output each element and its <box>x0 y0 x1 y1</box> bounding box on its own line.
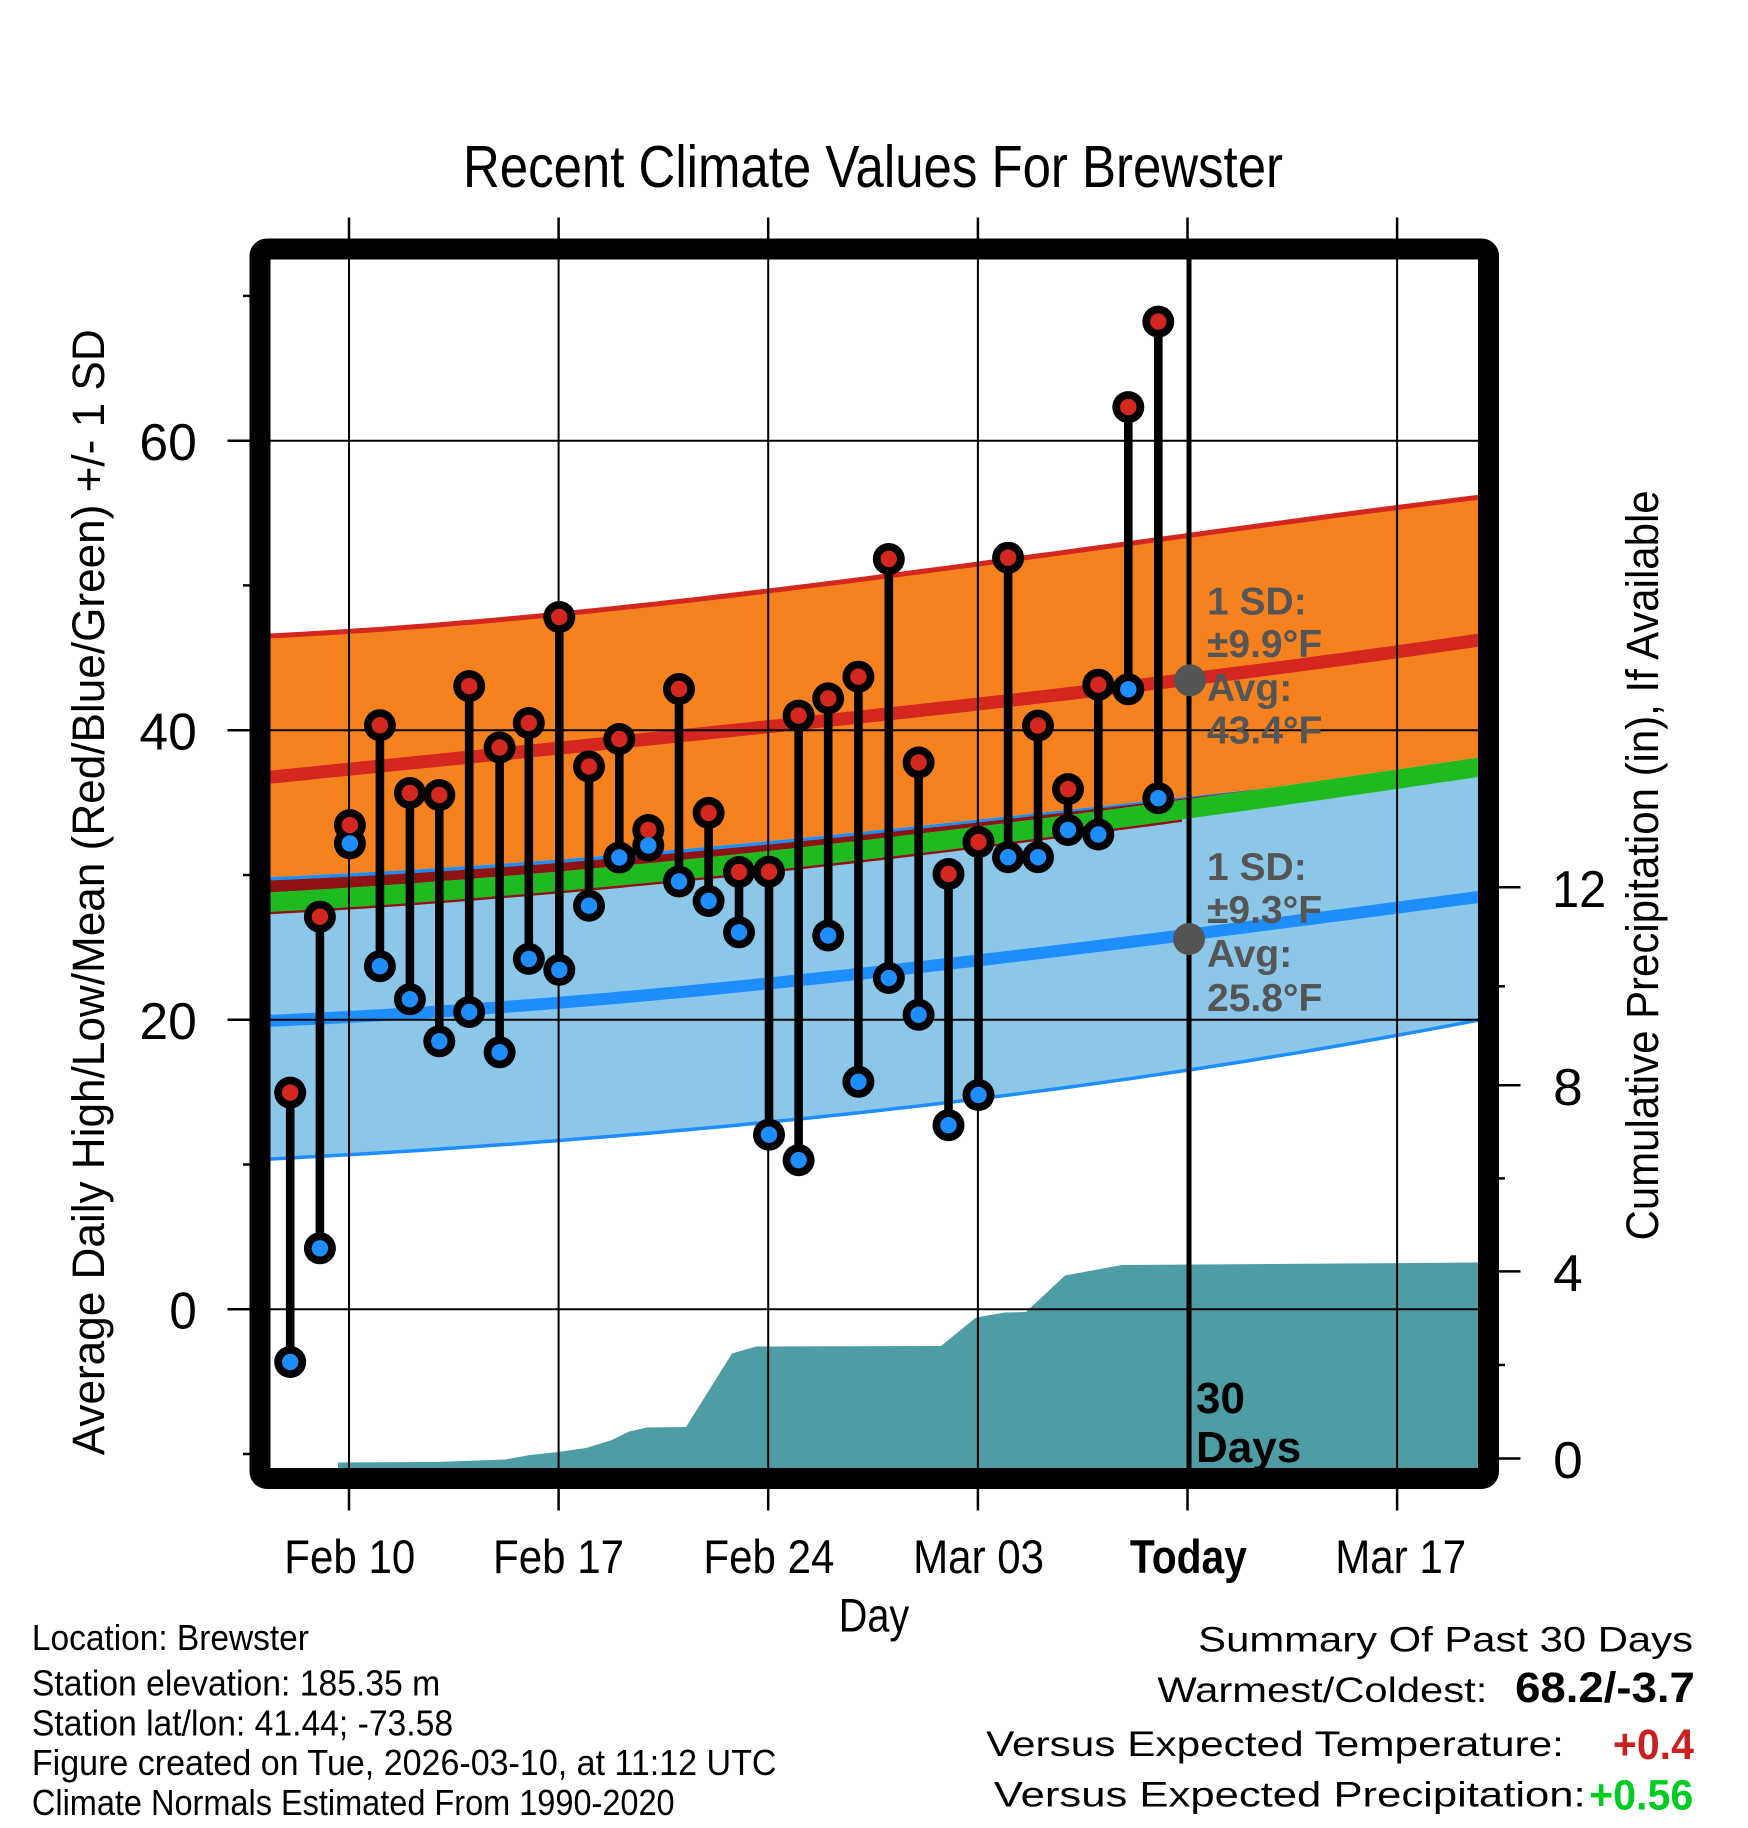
svg-text:Avg:: Avg: <box>1207 933 1292 976</box>
svg-text:20: 20 <box>139 993 196 1051</box>
svg-text:+0.56: +0.56 <box>1589 1772 1693 1820</box>
svg-text:25.8°F: 25.8°F <box>1207 977 1322 1020</box>
svg-text:43.4°F: 43.4°F <box>1207 710 1322 753</box>
svg-text:0: 0 <box>169 1283 196 1341</box>
svg-text:Versus Expected Temperature:: Versus Expected Temperature: <box>986 1725 1564 1764</box>
svg-text:Recent Climate Values For Brew: Recent Climate Values For Brewster <box>463 134 1283 200</box>
svg-text:Feb 17: Feb 17 <box>493 1530 624 1583</box>
svg-text:Feb 24: Feb 24 <box>703 1530 834 1583</box>
svg-text:+0.4: +0.4 <box>1613 1721 1694 1769</box>
svg-text:Feb 10: Feb 10 <box>284 1530 415 1583</box>
svg-text:Versus Expected Precipitation:: Versus Expected Precipitation: <box>994 1776 1586 1815</box>
svg-text:0: 0 <box>1553 1432 1583 1490</box>
svg-text:60: 60 <box>139 414 196 472</box>
svg-text:12: 12 <box>1552 861 1606 919</box>
svg-text:Location: Brewster: Location: Brewster <box>32 1617 309 1658</box>
svg-text:Warmest/Coldest:: Warmest/Coldest: <box>1157 1671 1487 1710</box>
svg-text:±9.3°F: ±9.3°F <box>1207 889 1322 932</box>
svg-text:Day: Day <box>839 1589 910 1642</box>
svg-text:8: 8 <box>1553 1059 1583 1117</box>
svg-text:Mar 17: Mar 17 <box>1335 1530 1466 1583</box>
svg-text:40: 40 <box>139 703 196 761</box>
svg-text:Today: Today <box>1130 1530 1247 1583</box>
svg-text:1 SD:: 1 SD: <box>1207 846 1307 889</box>
svg-text:Average Daily High/Low/Mean (R: Average Daily High/Low/Mean (Red/Blue/Gr… <box>63 329 114 1455</box>
svg-text:4: 4 <box>1553 1245 1583 1303</box>
svg-text:Cumulative Precipitation (in),: Cumulative Precipitation (in), If Availa… <box>1617 490 1668 1240</box>
svg-text:±9.9°F: ±9.9°F <box>1207 623 1322 666</box>
svg-text:Station elevation: 185.35 m: Station elevation: 185.35 m <box>32 1663 440 1704</box>
svg-text:30: 30 <box>1196 1374 1245 1423</box>
svg-text:68.2/-3.7: 68.2/-3.7 <box>1515 1664 1695 1712</box>
svg-text:Station lat/lon: 41.44; -73.58: Station lat/lon: 41.44; -73.58 <box>32 1702 453 1743</box>
svg-text:1 SD:: 1 SD: <box>1207 581 1307 624</box>
svg-text:Avg:: Avg: <box>1207 667 1292 710</box>
svg-text:Summary Of Past 30 Days: Summary Of Past 30 Days <box>1198 1621 1693 1660</box>
svg-text:Days: Days <box>1196 1423 1301 1472</box>
svg-text:Mar 03: Mar 03 <box>913 1530 1044 1583</box>
svg-text:Climate Normals Estimated From: Climate Normals Estimated From 1990-2020 <box>32 1782 675 1823</box>
svg-text:Figure created on Tue, 2026-03: Figure created on Tue, 2026-03-10, at 11… <box>32 1742 777 1783</box>
